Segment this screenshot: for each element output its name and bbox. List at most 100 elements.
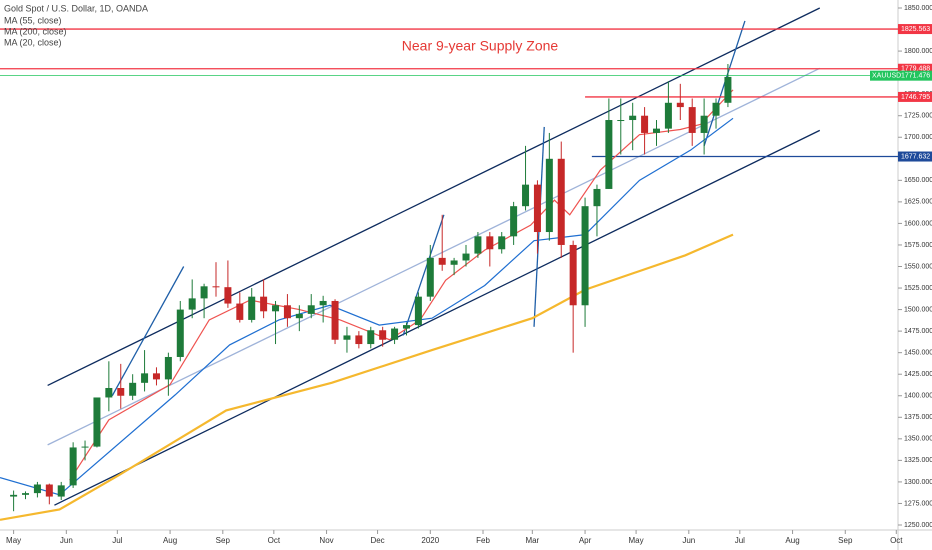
y-tick-label: 1450.000 [904,350,932,357]
candle-body [200,286,208,299]
candle-body [188,298,196,310]
x-tick-label: Nov [319,536,333,545]
candle-body [117,387,125,396]
symbol-tag [870,70,898,81]
legend-entry: MA (20, close) [4,37,62,47]
y-tick-label: 1275.000 [904,500,932,507]
level-label: 1825.563 [901,26,930,33]
candle-body [69,447,77,486]
x-tick-label: May [6,536,21,545]
candle-body [474,236,482,254]
candle-body [212,286,220,288]
x-tick-label: Mar [525,536,539,545]
candle-body [510,206,518,237]
candle-body [319,300,327,306]
y-tick-label: 1600.000 [904,220,932,227]
candle-body [426,257,434,297]
candle-body [581,206,589,306]
moving-average [0,117,734,496]
candle-body [22,493,30,495]
trendline [111,266,185,397]
y-tick-label: 1400.000 [904,393,932,400]
candle-body [176,309,184,357]
plot [0,7,898,521]
x-tick-label: Jun [682,536,695,545]
candle-body [605,120,613,189]
level-tag [898,70,932,81]
candle-body [498,236,506,250]
candle-body [414,296,422,326]
candle-body [164,356,172,380]
candle-body [93,397,101,447]
symbol-label: XAUUSD [872,73,901,80]
candle-body [486,236,494,250]
y-tick-label: 1300.000 [904,479,932,486]
candle-body [224,287,232,304]
x-tick-label: Aug [163,536,177,545]
candle-body [391,328,399,340]
x-tick-label: Feb [476,536,490,545]
legend-entry: MA (55, close) [4,15,62,25]
y-tick-label: 1375.000 [904,414,932,421]
level-tag [898,63,932,74]
y-tick-label: 1500.000 [904,306,932,313]
candle-body [10,494,18,497]
axes: 1250.000 1275.000 1300.000 1325.000 1350.000… [6,5,932,545]
x-tick-label: Jul [735,536,745,545]
candle-body [522,184,530,207]
x-tick-label: 2020 [421,536,439,545]
candle-body [45,484,53,497]
candle-body [331,300,339,340]
candle-body [462,253,470,261]
candle-body [664,102,672,129]
candle-body [343,335,351,340]
candle-body [129,382,137,396]
candle-body [700,115,708,133]
candle-body [295,313,303,319]
moving-average [69,89,734,481]
candle-body [379,330,387,340]
candle-body [355,335,363,345]
y-tick-label: 1325.000 [904,457,932,464]
level-label: 1771.476 [901,73,930,80]
candle-body [260,296,268,312]
candle-body [557,158,565,245]
legend-entry: MA (200, close) [4,26,67,36]
y-tick-label: 1725.000 [904,113,932,120]
candle-body [676,102,684,108]
y-tick-label: 1850.000 [904,5,932,12]
candle-body [438,257,446,265]
y-tick-label: 1625.000 [904,199,932,206]
y-tick-label: 1525.000 [904,285,932,292]
candle-body [545,158,553,233]
candle-body [152,373,160,380]
candle-body [236,303,244,320]
candle-body [248,296,256,320]
x-tick-label: Oct [268,536,281,545]
x-tick-label: Jul [112,536,122,545]
candle-body [272,305,280,312]
candle-body [688,107,696,133]
candle-body [367,330,375,345]
y-tick-label: 1475.000 [904,328,932,335]
x-tick-label: Oct [890,536,903,545]
y-tick-label: 1425.000 [904,371,932,378]
y-tick-label: 1350.000 [904,436,932,443]
level-label: 1779.488 [901,66,930,73]
trendline [54,129,821,506]
x-tick-label: Dec [370,536,384,545]
candle-body [533,184,541,233]
candle-body [724,76,732,103]
level-label: 1746.795 [901,94,930,101]
y-tick-label: 1550.000 [904,263,932,270]
candle-body [81,446,89,448]
chart-title: Gold Spot / U.S. Dollar, 1D, OANDA [4,3,148,13]
candle-body [593,188,601,207]
trendline [47,7,821,386]
candle-body [641,115,649,133]
moving-average [0,233,734,521]
x-tick-label: Apr [579,536,592,545]
candle-body [629,115,637,121]
